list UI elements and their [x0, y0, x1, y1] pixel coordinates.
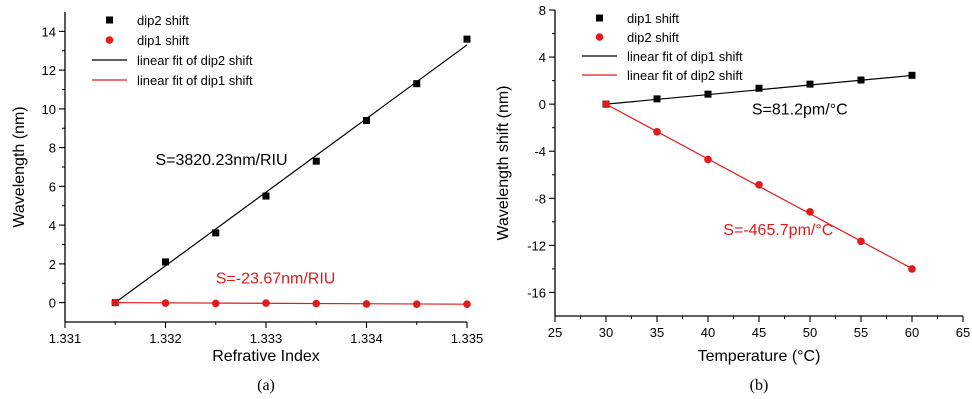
panel-a-y-axis-label: Wavelength (nm) — [11, 106, 28, 227]
panel-b-data-point-circle — [653, 128, 661, 136]
panel-b-tick-labels: 25 30 35 40 45 50 55 60 65 -16 -12 -8 -4 0 4 8 — [527, 3, 970, 340]
panel-a-x-tick-label: 1.334 — [350, 331, 383, 346]
panel-b-x-tick-label: 60 — [905, 325, 919, 340]
panel-b-plot-area: 25 30 35 40 45 50 55 60 65 -16 -12 -8 -4 0 4 8 S=81.2pm… — [527, 3, 970, 340]
panel-a-legend-label: linear fit of dip1 shift — [137, 73, 253, 88]
panel-b-legend: dip1 shift dip2 shift linear fit of dip1 s… — [582, 11, 743, 83]
panel-a-legend-symbol — [105, 36, 114, 44]
panel-b-data-point-square — [857, 76, 865, 84]
panel-b-data-point-circle — [704, 155, 712, 164]
panel-b-data-point-circle — [755, 180, 763, 189]
panel-a-marks — [111, 35, 471, 308]
panel-b-x-tick-label: 40 — [701, 325, 715, 340]
panel-b-y-tick-label: -8 — [534, 191, 546, 206]
panel-a-annotation: S=3820.23nm/RIU — [155, 152, 287, 169]
panel-a-data-point-square — [312, 157, 320, 165]
panel-a-x-tick-label: 1.332 — [149, 331, 182, 346]
panel-a-data-point-circle — [211, 299, 220, 308]
panel-a: 1.331 1.332 1.333 1.334 1.335 0 2 4 6 8 10 12 14 S=3… — [11, 12, 483, 394]
panel-a-data-point-square — [413, 80, 421, 88]
panel-a-legend-label: dip2 shift — [137, 13, 189, 28]
panel-b-caption: (b) — [750, 377, 769, 394]
panel-a-tick-labels: 1.331 1.332 1.333 1.334 1.335 0 2 4 6 8 10 12 14 — [42, 24, 484, 346]
panel-b-x-tick-label: 50 — [803, 325, 817, 340]
panel-b-x-tick-label: 25 — [548, 325, 562, 340]
panel-b-x-tick-label: 35 — [650, 325, 664, 340]
panel-a-fit-line — [115, 302, 468, 305]
panel-b-x-tick-label: 65 — [956, 325, 970, 340]
panel-a-x-tick-label: 1.331 — [49, 331, 82, 346]
panel-a-data-point-square — [162, 258, 169, 266]
panel-b-y-tick-label: 4 — [539, 50, 546, 65]
panel-b-legend-label: dip1 shift — [627, 11, 679, 26]
panel-b-y-tick-label: 8 — [539, 3, 546, 18]
panel-b-y-tick-label: -12 — [527, 238, 546, 253]
panel-a-y-tick-label: 6 — [49, 179, 56, 194]
panel-a-y-tick-label: 12 — [42, 63, 56, 78]
panel-a-data-point-circle — [312, 299, 321, 308]
panel-b-y-tick-label: -16 — [527, 285, 546, 300]
panel-b-legend-label: linear fit of dip2 shift — [627, 68, 743, 83]
panel-a-y-tick-label: 2 — [49, 257, 56, 272]
panel-a-plot-area: 1.331 1.332 1.333 1.334 1.335 0 2 4 6 8 10 12 14 S=3… — [42, 12, 484, 346]
panel-b-axes — [549, 9, 964, 322]
panel-a-axes — [59, 12, 468, 328]
panel-a-data-point-circle — [362, 300, 371, 308]
panel-a-fit-line — [114, 44, 468, 304]
panel-b-legend-label: dip2 shift — [627, 30, 679, 45]
panel-a-data-point-square — [212, 229, 220, 237]
panel-a-y-tick-label: 4 — [49, 218, 56, 233]
panel-a-data-point-square — [363, 117, 370, 124]
panel-a-data-point-circle — [412, 300, 421, 308]
panel-b-data-point-circle — [857, 237, 865, 246]
panel-b-legend-label: linear fit of dip1 shift — [627, 49, 743, 64]
panel-a-legend: dip2 shift dip1 shift linear fit of dip2 s… — [92, 13, 253, 88]
panel-a-x-tick-label: 1.335 — [451, 331, 484, 346]
panel-b-legend-symbol — [596, 14, 603, 22]
panel-a-data-point-circle — [463, 300, 471, 308]
panel-b-data-point-square — [908, 71, 916, 79]
panel-a-y-tick-label: 10 — [42, 102, 56, 117]
panel-b-data-point-square — [704, 90, 712, 98]
panel-a-data-point-circle — [111, 298, 120, 307]
panel-b-y-tick-label: -4 — [534, 144, 546, 159]
panel-a-y-tick-label: 8 — [49, 141, 56, 156]
panel-b-marks — [602, 71, 916, 273]
panel-b-data-point-circle — [908, 265, 916, 273]
panel-a-data-point-circle — [262, 299, 270, 307]
panel-b-annotation: S=81.2pm/°C — [752, 102, 848, 119]
panel-a-annotation: S=-23.67nm/RIU — [216, 270, 336, 287]
panel-b-data-point-square — [806, 80, 814, 88]
panel-a-annotations: S=3820.23nm/RIU S=-23.67nm/RIU — [155, 152, 335, 287]
panel-a-data-point-circle — [161, 299, 170, 307]
panel-b-data-point-square — [653, 95, 661, 103]
panel-b-data-point-circle — [806, 208, 814, 216]
panel-b-x-axis-label: Temperature (°C) — [698, 348, 821, 365]
panel-a-data-point-square — [463, 35, 471, 43]
panel-a-legend-symbol — [106, 16, 113, 24]
panel-b-legend-symbol — [595, 33, 604, 41]
panel-b-y-tick-label: 0 — [539, 97, 546, 112]
panel-b-x-tick-label: 55 — [854, 325, 868, 340]
panel-b-x-tick-label: 30 — [599, 325, 613, 340]
panel-a-y-tick-label: 0 — [49, 296, 56, 311]
panel-a-x-tick-label: 1.333 — [250, 331, 283, 346]
panel-a-legend-label: dip1 shift — [137, 33, 189, 48]
panel-b-y-axis-label: Wavelength shift (nm) — [495, 85, 512, 240]
panel-b-data-point-square — [755, 84, 763, 92]
panel-a-y-tick-label: 14 — [42, 24, 56, 39]
panel-a-data-point-square — [262, 192, 270, 200]
panel-b-data-point-circle — [602, 100, 610, 108]
panel-b: 25 30 35 40 45 50 55 60 65 -16 -12 -8 -4 0 4 8 S=81.2pm… — [495, 3, 970, 394]
panel-b-x-tick-label: 45 — [752, 325, 766, 340]
panel-a-x-axis-label: Refrative Index — [212, 348, 320, 365]
panel-b-annotation: S=-465.7pm/°C — [723, 222, 833, 239]
panel-a-caption: (a) — [257, 377, 275, 394]
panel-b-annotations: S=81.2pm/°C S=-465.7pm/°C — [723, 102, 847, 239]
panel-a-legend-label: linear fit of dip2 shift — [137, 53, 253, 68]
